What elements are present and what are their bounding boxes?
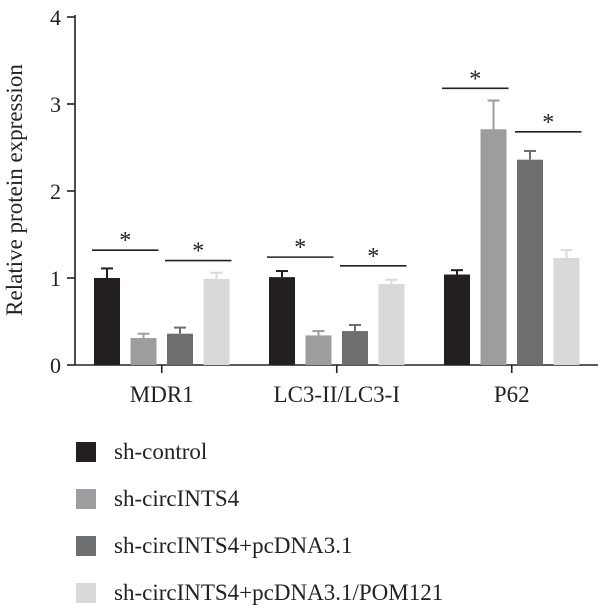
legend-swatch [76,535,96,556]
legend: sh-control sh-circINTS4 sh-circINTS4+pcDNA… [76,428,443,616]
bar [167,333,193,365]
bar [480,129,507,365]
significance-star: * [119,228,131,254]
significance-star: * [294,235,306,261]
bar [94,278,120,365]
significance-markers: * * * * * * [92,66,582,270]
legend-label: sh-circINTS4 [114,485,240,511]
x-category-label: P62 [494,382,530,407]
y-tick-label: 0 [50,353,61,378]
bar [305,335,332,365]
bar [269,277,295,365]
significance-star: * [542,110,554,136]
legend-item: sh-circINTS4+pcDNA3.1 [76,522,443,569]
axes: 0 1 2 3 4 MDR1 LC3-II/LC3-I P62 [50,5,598,407]
x-category-label: LC3-II/LC3-I [274,382,400,407]
y-axis-label: Relative protein expression [2,64,27,316]
legend-item: sh-circINTS4 [76,475,443,522]
bar [130,338,157,365]
legend-swatch [76,488,96,509]
y-tick-label: 2 [50,179,61,204]
bar [517,159,543,365]
bar [444,274,470,365]
bar [342,331,368,365]
legend-swatch [76,582,96,603]
legend-swatch [76,441,96,462]
x-category-label: MDR1 [130,382,194,407]
bar [553,257,580,365]
legend-item: sh-circINTS4+pcDNA3.1/POM121 [76,569,443,616]
significance-star: * [192,239,204,265]
significance-star: * [367,244,379,270]
legend-label: sh-circINTS4+pcDNA3.1 [114,532,353,558]
bar [378,284,405,365]
significance-star: * [469,66,481,92]
bar [203,278,230,365]
y-tick-label: 4 [50,5,61,30]
legend-label: sh-circINTS4+pcDNA3.1/POM121 [114,579,444,605]
y-tick-label: 3 [50,92,61,117]
bars [94,99,580,365]
bar-chart: 0 1 2 3 4 MDR1 LC3-II/LC3-I P62 * * * * * * Relative… [2,5,598,407]
legend-item: sh-control [76,428,443,475]
legend-label: sh-control [114,438,208,464]
y-tick-label: 1 [50,266,61,291]
